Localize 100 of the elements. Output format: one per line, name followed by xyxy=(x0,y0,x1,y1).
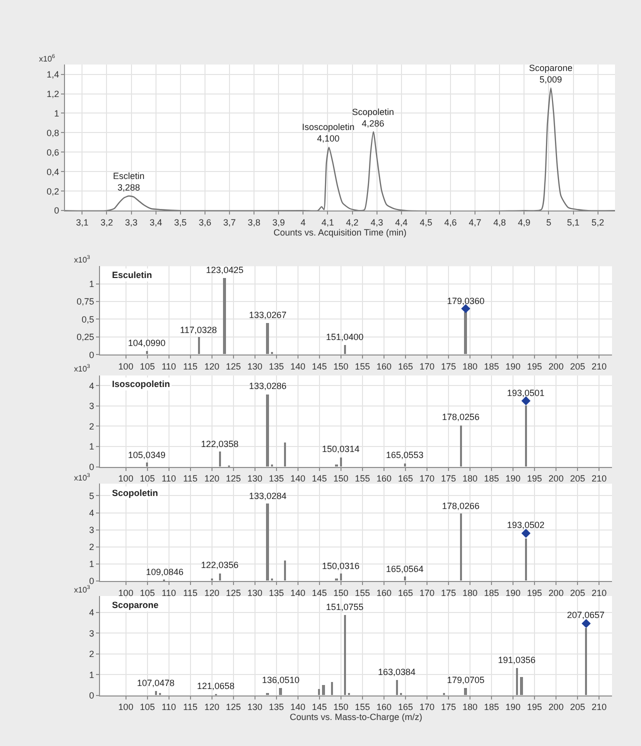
x-tick-label: 135 xyxy=(268,588,284,598)
x-tick-label: 125 xyxy=(226,361,241,372)
y-tick-label: 1 xyxy=(89,559,94,570)
x-tick-label: 205 xyxy=(570,702,586,712)
y-tick-label: 1 xyxy=(89,279,94,290)
x-tick-label: 155 xyxy=(354,702,370,712)
annotation: 123,0425 xyxy=(206,265,244,275)
y-tick-label: 0,6 xyxy=(46,147,60,158)
x-tick-label: 210 xyxy=(592,361,607,372)
y-tick-label: 0 xyxy=(89,690,94,700)
x-tick-label: 195 xyxy=(527,474,542,484)
x-tick-label: 4,5 xyxy=(420,217,432,228)
x-tick-label: 3,1 xyxy=(76,217,88,228)
bar xyxy=(266,323,269,354)
x-tick-label: 140 xyxy=(290,702,306,712)
x-tick-label: 165 xyxy=(398,588,413,598)
x-tick-label: 165 xyxy=(398,361,413,372)
x-tick-label: 175 xyxy=(440,702,456,712)
x-tick-label: 135 xyxy=(268,702,284,712)
x-tick-label: 145 xyxy=(312,361,327,372)
bar xyxy=(318,688,320,695)
x-tick-label: 150 xyxy=(333,474,348,484)
x-tick-label: 125 xyxy=(226,474,241,484)
annotation: 133,0267 xyxy=(249,310,287,320)
x-tick-label: 195 xyxy=(527,361,542,372)
annotation: 117,0328 xyxy=(180,325,217,335)
annotation: 105,0349 xyxy=(128,450,166,460)
x-tick-label: 125 xyxy=(226,702,241,712)
bar xyxy=(146,351,148,354)
x-tick-label: 170 xyxy=(419,474,435,484)
x-tick-label: 150 xyxy=(333,361,348,372)
x-tick-label: 125 xyxy=(226,588,241,598)
text: Scopoletin xyxy=(112,488,158,498)
annotation: 122,0358 xyxy=(201,439,239,449)
annotation: 178,0256 xyxy=(442,412,480,422)
annotation: 133,0284 xyxy=(249,491,287,501)
x-tick-label: 210 xyxy=(592,702,607,712)
y-tick-label: 5 xyxy=(89,490,94,501)
bar xyxy=(344,614,346,695)
bar xyxy=(340,574,342,581)
y-tick-label: 0,25 xyxy=(76,332,94,342)
annotation: 165,0553 xyxy=(386,450,424,460)
x-tick-label: 5,2 xyxy=(592,217,604,228)
x-tick-label: 110 xyxy=(162,588,176,598)
y-tick-label: 1,2 xyxy=(46,88,60,99)
annotation: 151,0755 xyxy=(326,602,364,612)
x-tick-label: 105 xyxy=(140,702,155,712)
x-tick-label: 170 xyxy=(419,588,435,598)
bar xyxy=(146,462,148,466)
x-tick-label: 3,7 xyxy=(223,217,236,228)
x-tick-label: 180 xyxy=(462,474,478,484)
x-tick-label: 3,8 xyxy=(248,217,260,228)
annotation: 179,0360 xyxy=(447,296,485,306)
x-tick-label: 3,4 xyxy=(150,217,162,228)
x-tick-label: 190 xyxy=(506,588,521,598)
x-tick-label: 210 xyxy=(592,474,607,484)
x-tick-label: 185 xyxy=(484,361,500,372)
y-tick-label: 2 xyxy=(89,421,94,432)
bar xyxy=(404,576,406,581)
x-tick-label: 165 xyxy=(398,702,413,712)
annotation: 163,0384 xyxy=(378,667,416,677)
x-tick-label: 100 xyxy=(118,474,134,484)
x-tick-label: 4,9 xyxy=(518,217,530,228)
y-tick-label: 4 xyxy=(89,508,94,518)
x-tick-label: 110 xyxy=(162,474,176,484)
y-tick-label: 0,4 xyxy=(46,166,60,177)
x-tick-label: 4 xyxy=(300,217,306,228)
y-tick-label: 0 xyxy=(89,350,94,360)
y-tick-label: 4 xyxy=(89,608,94,618)
x-tick-label: 200 xyxy=(548,474,564,484)
bar xyxy=(219,574,221,581)
x-tick-label: 3,3 xyxy=(125,217,138,228)
x-tick-label: 170 xyxy=(419,361,435,372)
x-tick-label: 110 xyxy=(162,702,176,712)
bar xyxy=(266,504,269,581)
y-axis-title: x10$^{3}$ xyxy=(74,473,90,482)
x-tick-label: 160 xyxy=(376,361,392,372)
x-tick-label: 155 xyxy=(354,588,370,598)
y-tick-label: 1,4 xyxy=(46,69,60,80)
bar xyxy=(585,628,587,695)
x-tick-label: 115 xyxy=(183,588,198,598)
x-tick-label: 155 xyxy=(354,474,370,484)
x-tick-label: 145 xyxy=(312,702,327,712)
bar xyxy=(344,345,346,354)
x-tick-label: 105 xyxy=(140,474,155,484)
annotation: 207,0657 xyxy=(567,610,605,620)
x-tick-label: 115 xyxy=(183,361,198,372)
x-tick-label: 5 xyxy=(546,217,552,228)
x-tick-label: 4,1 xyxy=(321,217,334,228)
x-axis-title: Counts vs. Mass-to-Charge (m/z) xyxy=(290,712,422,722)
y-tick-label: 0,75 xyxy=(76,296,94,307)
x-tick-label: 140 xyxy=(290,588,306,598)
bar xyxy=(464,688,467,695)
x-tick-label: 115 xyxy=(183,702,198,712)
x-tick-label: 3,9 xyxy=(272,217,285,228)
x-tick-label: 140 xyxy=(290,361,306,372)
x-tick-label: 185 xyxy=(484,702,500,712)
bar xyxy=(266,394,269,466)
bar xyxy=(525,405,527,466)
x-tick-label: 3,2 xyxy=(100,217,113,228)
